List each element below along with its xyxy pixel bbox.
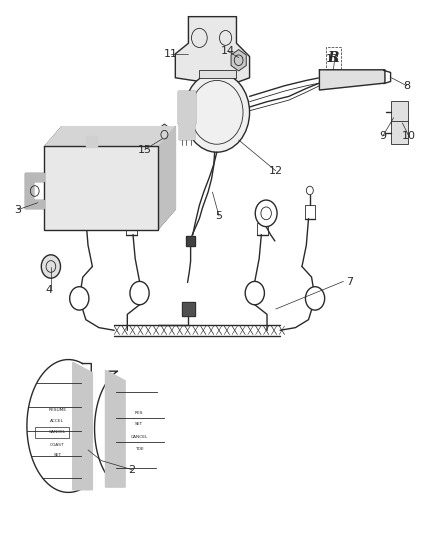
Text: CANCEL: CANCEL — [131, 434, 148, 439]
Polygon shape — [182, 302, 195, 316]
Polygon shape — [73, 362, 92, 490]
Circle shape — [70, 287, 89, 310]
Text: 15: 15 — [138, 144, 152, 155]
Polygon shape — [95, 371, 117, 486]
Polygon shape — [231, 50, 246, 71]
Text: 7: 7 — [346, 278, 353, 287]
Text: SET: SET — [53, 453, 61, 457]
Polygon shape — [86, 136, 97, 147]
Text: 13: 13 — [325, 54, 339, 64]
Text: ACCEL: ACCEL — [50, 418, 64, 423]
Text: R: R — [328, 51, 339, 64]
Polygon shape — [179, 123, 194, 139]
Polygon shape — [175, 17, 250, 86]
Polygon shape — [44, 127, 175, 147]
Text: TOE: TOE — [135, 447, 144, 451]
Text: 12: 12 — [268, 166, 283, 176]
Circle shape — [305, 287, 325, 310]
Text: CANCEL: CANCEL — [49, 430, 66, 434]
Text: 11: 11 — [164, 49, 178, 59]
FancyBboxPatch shape — [44, 147, 158, 230]
Text: 3: 3 — [14, 205, 21, 215]
Polygon shape — [106, 370, 125, 487]
Circle shape — [184, 72, 250, 152]
Polygon shape — [391, 121, 408, 144]
Text: 5: 5 — [215, 211, 223, 221]
Circle shape — [41, 255, 60, 278]
Polygon shape — [186, 236, 195, 246]
Circle shape — [255, 200, 277, 227]
Polygon shape — [27, 360, 91, 492]
Polygon shape — [199, 70, 237, 78]
Polygon shape — [158, 124, 171, 146]
Text: RESUME: RESUME — [48, 408, 67, 412]
Text: RES: RES — [135, 411, 143, 415]
Text: SET: SET — [135, 422, 143, 426]
Circle shape — [245, 281, 265, 305]
Text: 4: 4 — [45, 286, 52, 295]
Polygon shape — [25, 173, 44, 208]
Text: 10: 10 — [402, 131, 416, 141]
Polygon shape — [158, 127, 175, 229]
Text: 2: 2 — [128, 465, 135, 474]
Text: 8: 8 — [403, 81, 410, 91]
Polygon shape — [391, 101, 408, 124]
Text: 9: 9 — [379, 131, 386, 141]
Circle shape — [130, 281, 149, 305]
Polygon shape — [177, 91, 195, 123]
Polygon shape — [319, 70, 385, 90]
Text: COAST: COAST — [50, 442, 65, 447]
Text: 14: 14 — [221, 46, 235, 56]
